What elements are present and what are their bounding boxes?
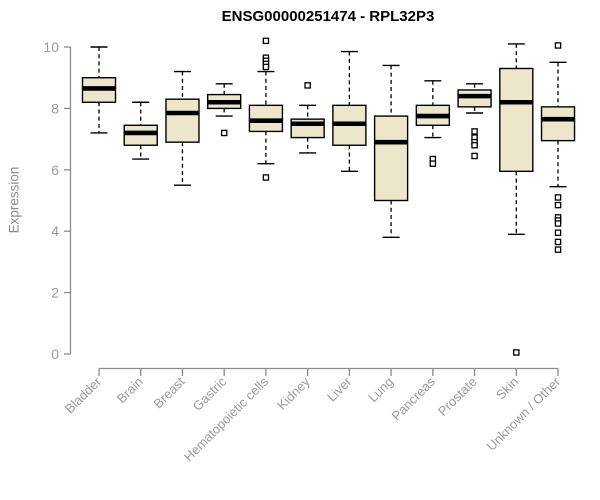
iqr-box xyxy=(373,115,409,202)
x-tick-label: Unknown / Other xyxy=(484,374,564,454)
iqr-box xyxy=(248,104,284,133)
outlier-point xyxy=(262,37,270,45)
iqr-box xyxy=(499,67,534,173)
x-tick-label: Kidney xyxy=(274,374,313,413)
outlier-point xyxy=(554,246,562,253)
x-tick-label: Liver xyxy=(324,374,355,405)
outlier-point xyxy=(554,201,562,209)
outlier-point xyxy=(429,160,437,167)
iqr-box xyxy=(457,89,492,108)
y-tick-label: 8 xyxy=(51,100,59,116)
outlier-point xyxy=(554,229,562,236)
y-tick-label: 4 xyxy=(51,223,59,239)
iqr-box xyxy=(123,124,158,146)
outlier-point xyxy=(513,349,520,356)
outlier-point xyxy=(220,129,228,137)
outlier-point xyxy=(554,220,562,227)
x-tick-label: Lung xyxy=(365,374,396,405)
x-tick-label: Prostate xyxy=(435,374,480,419)
outlier-point xyxy=(554,238,562,246)
y-tick-label: 0 xyxy=(51,346,59,362)
y-tick-label: 10 xyxy=(43,39,59,55)
x-tick-label: Pancreas xyxy=(389,374,439,424)
outlier-point xyxy=(471,152,478,160)
outlier-point xyxy=(471,128,478,135)
x-tick-label: Bladder xyxy=(62,374,105,417)
x-tick-label: Gastric xyxy=(190,374,230,414)
outlier-point xyxy=(262,63,270,71)
y-tick-label: 2 xyxy=(51,285,59,301)
outlier-point xyxy=(554,42,562,49)
y-tick-label: 6 xyxy=(51,162,59,178)
chart-title: ENSG00000251474 - RPL32P3 xyxy=(221,8,435,25)
x-tick-label: Brain xyxy=(114,374,146,406)
outlier-point xyxy=(471,141,478,149)
x-tick-label: Breast xyxy=(150,374,187,411)
iqr-box xyxy=(540,106,576,142)
outlier-point xyxy=(262,174,270,181)
outlier-point xyxy=(304,82,311,89)
iqr-box xyxy=(165,98,200,143)
outlier-point xyxy=(554,194,562,201)
x-tick-label: Skin xyxy=(493,374,521,402)
